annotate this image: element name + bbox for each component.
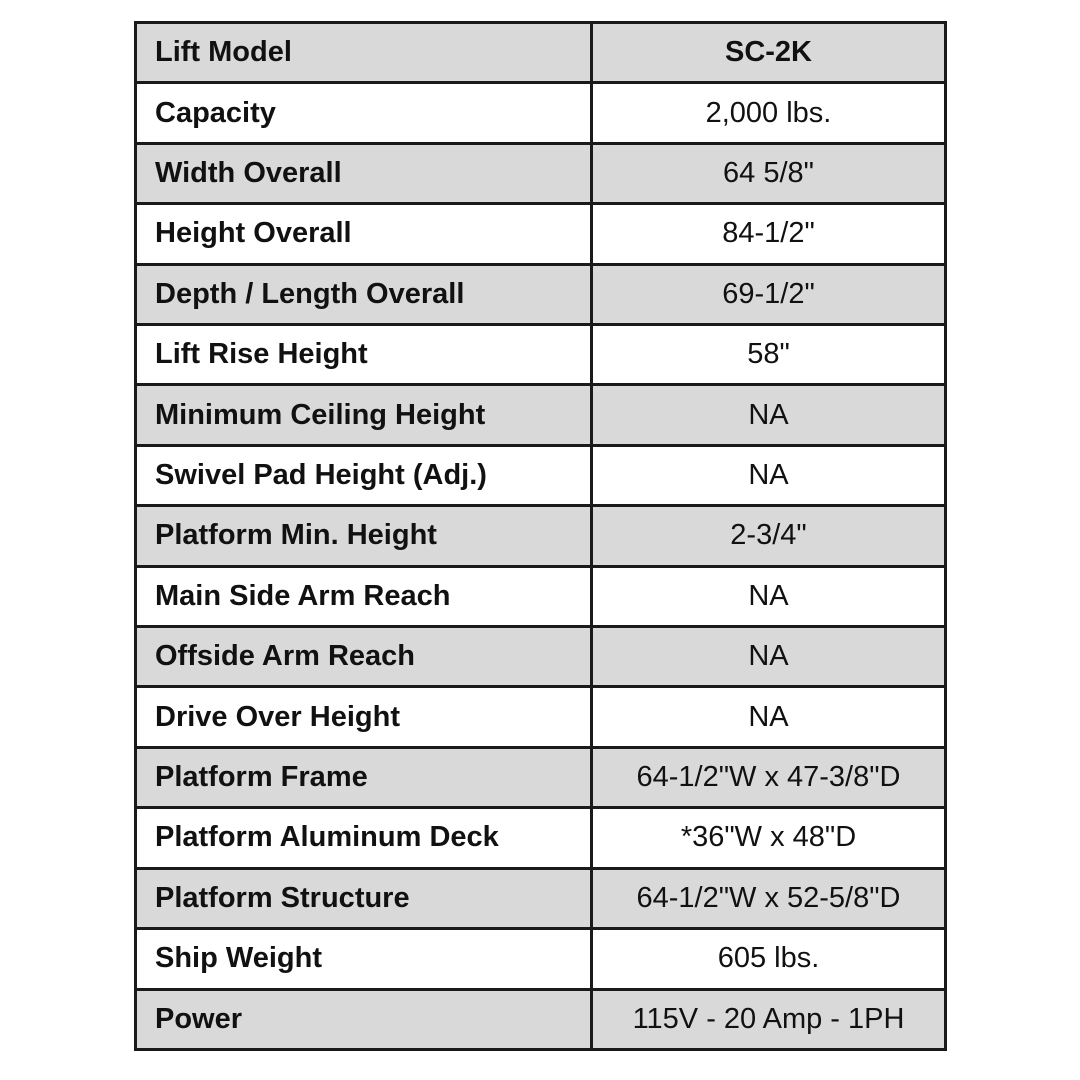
spec-label: Depth / Length Overall: [134, 262, 593, 327]
spec-label: Drive Over Height: [134, 685, 593, 749]
spec-label: Lift Model: [134, 20, 593, 85]
spec-value: 84-1/2": [590, 202, 947, 266]
spec-label: Platform Frame: [134, 745, 593, 810]
spec-label: Power: [134, 987, 593, 1051]
spec-label: Platform Min. Height: [134, 504, 593, 568]
spec-value: NA: [590, 564, 947, 629]
spec-value: 64-1/2"W x 47-3/8"D: [590, 745, 947, 810]
spec-label: Platform Aluminum Deck: [134, 806, 593, 870]
spec-label: Lift Rise Height: [134, 323, 593, 387]
spec-value: 2-3/4": [590, 504, 947, 568]
spec-label: Minimum Ceiling Height: [134, 383, 593, 447]
table-row: Platform Structure 64-1/2"W x 52-5/8"D: [134, 866, 947, 931]
spec-value: NA: [590, 443, 947, 508]
spec-value: NA: [590, 685, 947, 749]
spec-value: SC-2K: [590, 20, 947, 85]
spec-value: 64-1/2"W x 52-5/8"D: [590, 866, 947, 931]
spec-label: Offside Arm Reach: [134, 625, 593, 689]
table-row: Platform Min. Height 2-3/4": [134, 504, 947, 568]
table-row: Drive Over Height NA: [134, 685, 947, 749]
spec-label: Width Overall: [134, 141, 593, 206]
table-row: Platform Aluminum Deck *36"W x 48"D: [134, 806, 947, 870]
table-row: Capacity 2,000 lbs.: [134, 81, 947, 145]
spec-label: Ship Weight: [134, 927, 593, 991]
table-row: Height Overall 84-1/2": [134, 202, 947, 266]
spec-value: 2,000 lbs.: [590, 81, 947, 145]
spec-table: Lift Model SC-2K Capacity 2,000 lbs. Width O…: [134, 20, 947, 1051]
spec-value: 605 lbs.: [590, 927, 947, 991]
table-row: Ship Weight 605 lbs.: [134, 927, 947, 991]
table-row: Power 115V - 20 Amp - 1PH: [134, 987, 947, 1051]
table-row: Lift Rise Height 58": [134, 323, 947, 387]
spec-label: Capacity: [134, 81, 593, 145]
table-row: Width Overall 64 5/8": [134, 141, 947, 206]
spec-value: NA: [590, 625, 947, 689]
spec-label: Main Side Arm Reach: [134, 564, 593, 629]
table-row: Minimum Ceiling Height NA: [134, 383, 947, 447]
spec-value: *36"W x 48"D: [590, 806, 947, 870]
table-row: Depth / Length Overall 69-1/2": [134, 262, 947, 327]
spec-value: NA: [590, 383, 947, 447]
table-header-row: Lift Model SC-2K: [134, 20, 947, 85]
spec-value: 69-1/2": [590, 262, 947, 327]
spec-label: Platform Structure: [134, 866, 593, 931]
spec-value: 115V - 20 Amp - 1PH: [590, 987, 947, 1051]
spec-label: Height Overall: [134, 202, 593, 266]
spec-label: Swivel Pad Height (Adj.): [134, 443, 593, 508]
spec-value: 64 5/8": [590, 141, 947, 206]
table-row: Offside Arm Reach NA: [134, 625, 947, 689]
table-row: Platform Frame 64-1/2"W x 47-3/8"D: [134, 745, 947, 810]
table-row: Main Side Arm Reach NA: [134, 564, 947, 629]
spec-value: 58": [590, 323, 947, 387]
table-row: Swivel Pad Height (Adj.) NA: [134, 443, 947, 508]
